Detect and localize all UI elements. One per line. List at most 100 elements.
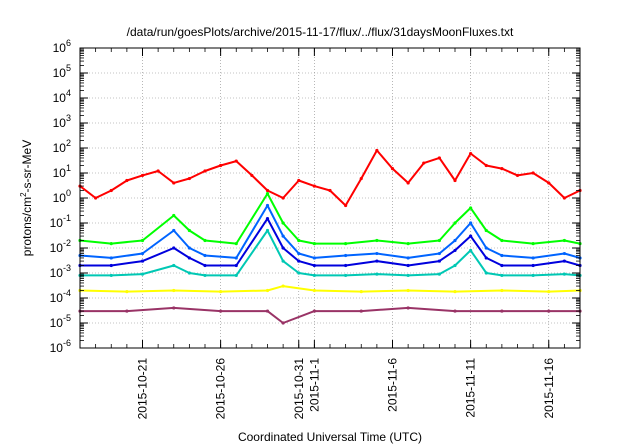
y-axis-label: protons/cm2-s-sr-MeV xyxy=(19,140,34,256)
x-tick-label: 2015-10-21 xyxy=(136,358,150,420)
series-3-point xyxy=(109,256,113,260)
series-2-point xyxy=(344,241,348,246)
series-1-point xyxy=(297,178,301,183)
series-1-point xyxy=(562,196,566,200)
series-1-point xyxy=(547,181,551,185)
series-4-point xyxy=(265,216,270,221)
y-tick-label: 10-4 xyxy=(50,288,71,305)
series-2-point xyxy=(297,238,301,243)
series-5-point xyxy=(109,273,113,278)
series-2-point xyxy=(469,206,473,210)
series-4-point xyxy=(281,246,285,250)
series-2-point xyxy=(500,238,504,243)
series-3-point xyxy=(140,251,145,256)
series-1-point xyxy=(265,188,270,193)
series-7-point xyxy=(500,309,504,313)
series-line-1 xyxy=(79,149,581,207)
series-1-point xyxy=(531,171,535,175)
series-3-point xyxy=(203,253,207,258)
series-7-point xyxy=(172,306,176,310)
series-3-point xyxy=(453,238,457,243)
series-5-point xyxy=(172,263,176,268)
series-2-point xyxy=(203,238,207,243)
series-5-point xyxy=(531,273,535,278)
series-5-point xyxy=(469,248,473,253)
series-2-point xyxy=(109,241,113,246)
series-5-point xyxy=(203,273,207,278)
series-2-point xyxy=(437,238,441,243)
series-5-point xyxy=(484,271,488,275)
series-6-point xyxy=(312,288,316,293)
series-2-point xyxy=(375,238,379,243)
series-4-point xyxy=(484,256,488,260)
series-4-point xyxy=(453,248,457,253)
series-3-point xyxy=(281,234,285,238)
series-5-point xyxy=(453,263,457,268)
series-line-5 xyxy=(80,229,581,277)
x-tick-label: 2015-11-11 xyxy=(464,358,478,418)
series-1-point xyxy=(109,188,113,193)
series-2-point xyxy=(140,238,145,243)
y-tick-label: 10-6 xyxy=(50,338,71,355)
series-1-point xyxy=(125,178,129,183)
series-1-point xyxy=(469,151,473,156)
series-1-point xyxy=(406,181,410,185)
series-2-point xyxy=(406,241,410,246)
series-2-point xyxy=(484,228,488,233)
series-6-point xyxy=(172,288,176,293)
series-5-point xyxy=(312,273,316,278)
series-2-point xyxy=(281,221,285,225)
series-1-point xyxy=(234,159,238,163)
series-3-point xyxy=(172,228,176,233)
series-3-point xyxy=(562,251,566,256)
y-axis: 10-6 10-5 10-4 10-3 10-2 10-1 100 101 102 103 104 1… xyxy=(50,38,580,355)
series-1-point xyxy=(219,163,223,168)
series-3-point xyxy=(344,253,348,258)
x-tick-label: 2015-10-31 xyxy=(292,358,306,420)
x-tick-label: 2015-11-1 xyxy=(307,358,321,412)
series-7-point xyxy=(125,309,129,313)
y-tick-label: 103 xyxy=(53,113,71,130)
series-4-point xyxy=(172,246,176,250)
series-4-point xyxy=(297,259,301,263)
series-2-point xyxy=(234,241,238,246)
x-tick-label: 2015-11-16 xyxy=(542,358,556,419)
x-axis-label: Coordinated Universal Time (UTC) xyxy=(238,430,422,444)
x-axis: 2015-10-21 2015-10-26 2015-10-31 2015-11-1 2… xyxy=(95,48,565,420)
series-1-point xyxy=(390,166,395,171)
series-line-3 xyxy=(79,204,581,259)
series-6-point xyxy=(500,288,504,293)
series-7-point xyxy=(219,309,223,313)
series-4-point xyxy=(469,234,473,238)
chart-title: /data/run/goesPlots/archive/2015-11-17/f… xyxy=(127,25,514,39)
series-1-point xyxy=(422,161,426,165)
series-2-point xyxy=(531,241,535,246)
series-4-point xyxy=(406,263,410,268)
series-6-point xyxy=(125,290,129,294)
series-1-point xyxy=(250,173,254,178)
series-1-point xyxy=(328,188,332,193)
series-1-point xyxy=(515,173,520,178)
series-3-point xyxy=(187,246,191,250)
series-7-point xyxy=(265,309,270,313)
series-group xyxy=(78,148,582,325)
series-5-point xyxy=(297,271,301,275)
series-5-point xyxy=(187,271,191,275)
series-1-point xyxy=(172,181,176,185)
series-7-point xyxy=(406,306,410,310)
series-2-point xyxy=(187,228,191,233)
series-line-2 xyxy=(79,192,581,245)
y-tick-label: 100 xyxy=(53,188,71,205)
series-1-point xyxy=(375,148,379,153)
series-3-point xyxy=(469,221,473,225)
series-4-point xyxy=(531,263,535,268)
series-4-point xyxy=(187,256,191,260)
series-4-point xyxy=(375,259,379,263)
y-tick-label: 10-1 xyxy=(50,213,71,230)
series-4-point xyxy=(140,259,145,263)
series-5-point xyxy=(140,272,145,276)
series-3-point xyxy=(234,256,238,260)
y-tick-label: 102 xyxy=(53,138,71,155)
series-5-point xyxy=(344,273,348,278)
series-2-point xyxy=(312,241,316,246)
